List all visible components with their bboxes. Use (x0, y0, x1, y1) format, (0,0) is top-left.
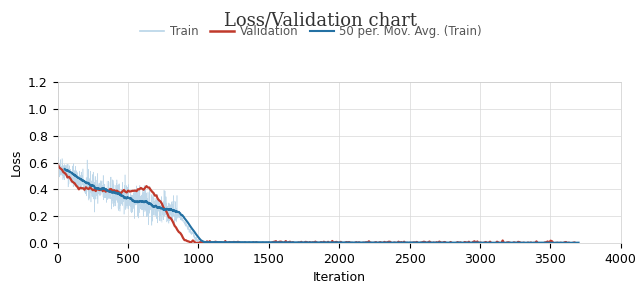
Text: Loss/Validation chart: Loss/Validation chart (223, 12, 417, 30)
Legend: Train, Validation, 50 per. Mov. Avg. (Train): Train, Validation, 50 per. Mov. Avg. (Tr… (135, 20, 487, 43)
X-axis label: Iteration: Iteration (313, 272, 365, 285)
Y-axis label: Loss: Loss (10, 149, 22, 176)
